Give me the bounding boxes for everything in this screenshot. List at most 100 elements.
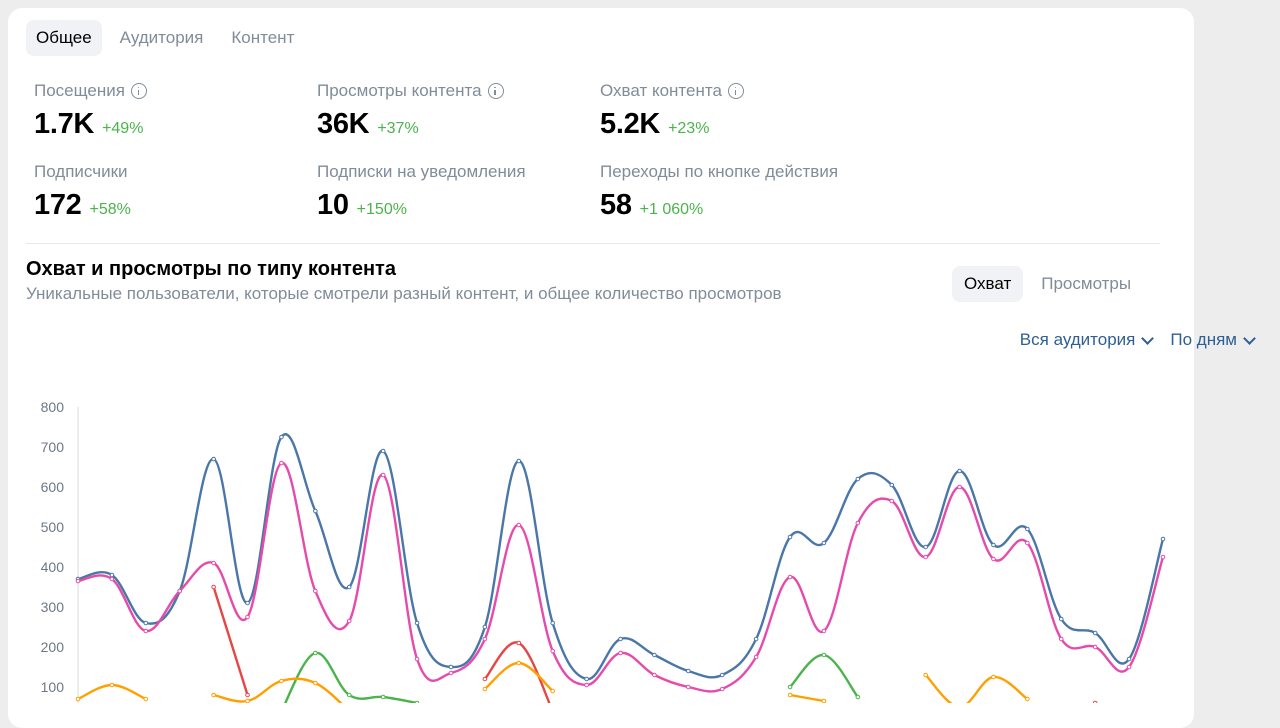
data-point[interactable] xyxy=(991,556,996,562)
data-point[interactable] xyxy=(1092,644,1098,650)
data-point[interactable] xyxy=(75,578,81,584)
data-point[interactable] xyxy=(143,628,149,634)
data-point[interactable] xyxy=(211,584,216,590)
data-point[interactable] xyxy=(1126,664,1132,670)
data-point[interactable] xyxy=(279,434,284,440)
data-point[interactable] xyxy=(75,696,81,702)
data-point[interactable] xyxy=(719,672,725,678)
data-point[interactable] xyxy=(380,694,386,700)
data-point[interactable] xyxy=(787,692,793,698)
data-point[interactable] xyxy=(753,654,759,660)
data-point[interactable] xyxy=(787,574,793,580)
data-point[interactable] xyxy=(1058,616,1064,622)
data-point[interactable] xyxy=(516,522,522,528)
views-toggle-button[interactable]: Просмотры xyxy=(1041,274,1132,293)
info-icon[interactable] xyxy=(487,83,504,99)
data-point[interactable] xyxy=(753,636,759,642)
data-point[interactable] xyxy=(855,520,861,526)
data-point[interactable] xyxy=(109,576,115,582)
data-point[interactable] xyxy=(380,472,386,478)
data-point[interactable] xyxy=(550,648,555,654)
data-point[interactable] xyxy=(821,652,827,658)
data-point[interactable] xyxy=(109,682,115,688)
data-point[interactable] xyxy=(584,682,589,688)
data-point[interactable] xyxy=(719,686,725,692)
data-point[interactable] xyxy=(923,554,928,560)
data-point[interactable] xyxy=(313,650,318,656)
data-point[interactable] xyxy=(448,664,454,670)
data-point[interactable] xyxy=(313,508,318,514)
info-icon[interactable] xyxy=(130,83,147,99)
data-point[interactable] xyxy=(1058,636,1064,642)
data-point[interactable] xyxy=(516,458,522,464)
data-point[interactable] xyxy=(618,636,623,642)
data-point[interactable] xyxy=(211,560,216,566)
data-point[interactable] xyxy=(991,674,996,680)
data-point[interactable] xyxy=(482,686,488,692)
data-point[interactable] xyxy=(1160,536,1166,542)
data-point[interactable] xyxy=(957,484,962,490)
data-point[interactable] xyxy=(686,684,691,690)
data-point[interactable] xyxy=(1025,696,1030,702)
data-point[interactable] xyxy=(177,588,183,594)
data-point[interactable] xyxy=(686,668,691,674)
data-point[interactable] xyxy=(923,672,928,678)
data-point[interactable] xyxy=(279,678,284,684)
data-point[interactable] xyxy=(346,618,352,624)
period-dropdown[interactable]: По дням xyxy=(1170,330,1256,350)
data-point[interactable] xyxy=(787,684,793,690)
data-point[interactable] xyxy=(923,544,928,550)
data-point[interactable] xyxy=(279,460,284,466)
data-point[interactable] xyxy=(211,692,216,698)
data-point[interactable] xyxy=(821,540,827,546)
data-point[interactable] xyxy=(482,676,488,682)
data-point[interactable] xyxy=(346,584,352,590)
info-icon[interactable] xyxy=(727,83,744,99)
tab-general[interactable]: Общее xyxy=(26,20,102,56)
data-point[interactable] xyxy=(787,534,793,540)
data-point[interactable] xyxy=(143,620,149,626)
data-point[interactable] xyxy=(516,640,522,646)
data-point[interactable] xyxy=(1160,554,1166,560)
data-point[interactable] xyxy=(143,696,149,702)
data-point[interactable] xyxy=(1025,526,1030,532)
tab-content[interactable]: Контент xyxy=(231,28,295,47)
data-point[interactable] xyxy=(346,692,352,698)
data-point[interactable] xyxy=(618,650,623,656)
data-point[interactable] xyxy=(1126,656,1132,662)
data-point[interactable] xyxy=(245,614,250,620)
data-point[interactable] xyxy=(482,636,488,642)
data-point[interactable] xyxy=(991,542,996,548)
data-point[interactable] xyxy=(109,572,115,578)
data-point[interactable] xyxy=(313,680,318,686)
data-point[interactable] xyxy=(414,620,420,626)
data-point[interactable] xyxy=(448,670,454,676)
data-point[interactable] xyxy=(1025,540,1030,546)
tab-audience[interactable]: Аудитория xyxy=(119,28,204,47)
data-point[interactable] xyxy=(821,698,827,703)
data-point[interactable] xyxy=(889,482,895,488)
data-point[interactable] xyxy=(313,588,318,594)
data-point[interactable] xyxy=(584,676,589,682)
data-point[interactable] xyxy=(652,672,657,678)
data-point[interactable] xyxy=(245,692,250,698)
data-point[interactable] xyxy=(550,620,555,626)
data-point[interactable] xyxy=(380,448,386,454)
data-point[interactable] xyxy=(652,652,657,658)
data-point[interactable] xyxy=(821,628,827,634)
data-point[interactable] xyxy=(855,694,861,700)
data-point[interactable] xyxy=(855,476,861,482)
tab-bar: Общее Аудитория Контент xyxy=(26,20,304,56)
data-point[interactable] xyxy=(245,600,250,606)
audience-dropdown[interactable]: Вся аудитория xyxy=(1020,330,1155,350)
data-point[interactable] xyxy=(1092,630,1098,636)
data-point[interactable] xyxy=(245,698,250,703)
data-point[interactable] xyxy=(482,624,488,630)
reach-toggle-button[interactable]: Охват xyxy=(952,266,1024,302)
data-point[interactable] xyxy=(550,688,555,694)
data-point[interactable] xyxy=(414,656,420,662)
data-point[interactable] xyxy=(889,498,895,504)
data-point[interactable] xyxy=(516,660,522,666)
data-point[interactable] xyxy=(211,456,216,462)
data-point[interactable] xyxy=(957,468,962,474)
